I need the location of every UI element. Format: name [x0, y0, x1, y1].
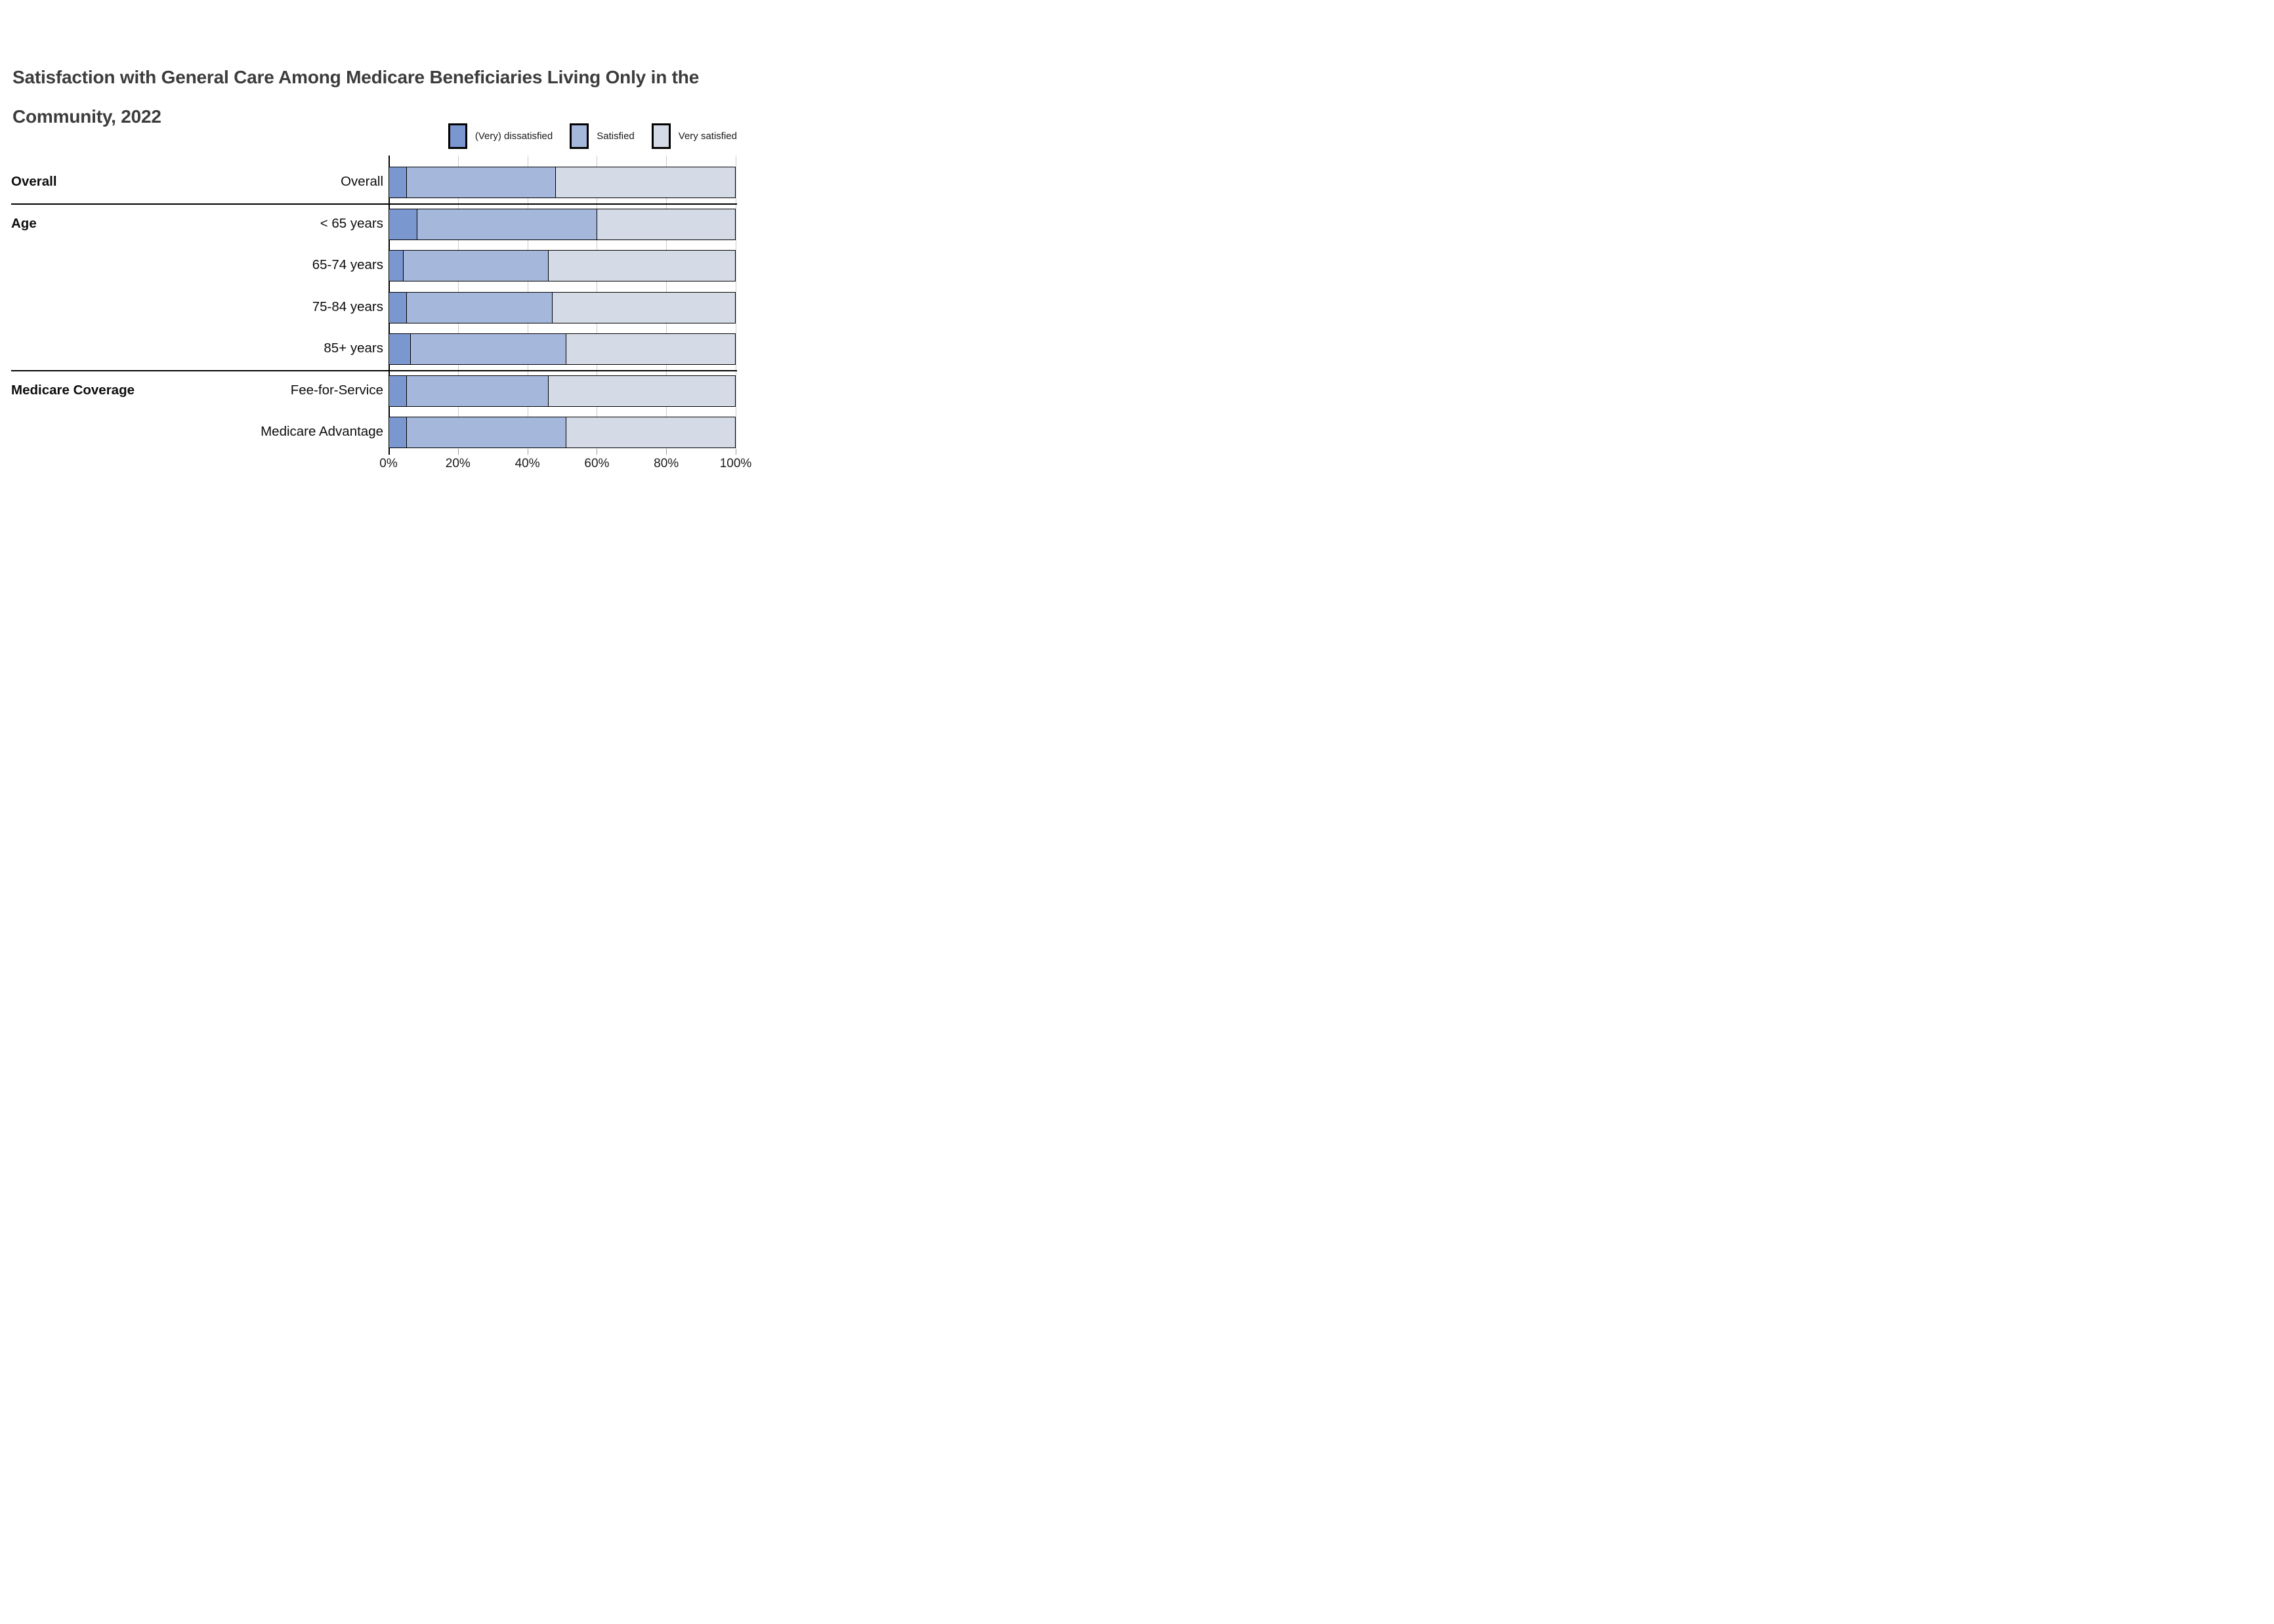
legend-swatch-icon [570, 123, 589, 149]
x-tick-label: 0% [379, 457, 398, 470]
row-label: Medicare Advantage [261, 424, 383, 439]
bar-segment-dissatisfied [389, 334, 410, 364]
x-tick-label: 40% [515, 457, 540, 470]
x-tick-label: 60% [584, 457, 610, 470]
bar-segment-dissatisfied [389, 292, 407, 323]
bar-segment-dissatisfied [389, 251, 404, 281]
bar-segment-satisfied [406, 417, 566, 448]
bar-row--65-years [389, 208, 736, 240]
legend-label: (Very) dissatisfied [474, 131, 553, 142]
bar-segment-satisfied [403, 251, 549, 281]
bar-segment-very-satisfied [555, 167, 735, 198]
chart-legend: (Very) dissatisfied Satisfied Very satisfi… [448, 123, 737, 149]
x-tick-label: 100% [719, 457, 752, 470]
row-label: 75-84 years [312, 299, 383, 314]
bar-segment-satisfied [410, 334, 566, 364]
bar-segment-satisfied [406, 375, 549, 406]
bar-row-medicare-advantage [389, 417, 736, 448]
bar-segment-dissatisfied [389, 167, 407, 198]
bar-segment-satisfied [417, 209, 597, 239]
bar-segment-dissatisfied [389, 417, 407, 448]
bar-segment-satisfied [406, 292, 552, 323]
bar-segment-dissatisfied [389, 375, 407, 406]
row-label: 65-74 years [312, 257, 383, 272]
bar-segment-very-satisfied [565, 417, 735, 448]
legend-item: Very satisfied [651, 123, 737, 149]
bar-segment-very-satisfied [597, 209, 735, 239]
row-label: 85+ years [324, 341, 383, 356]
bar-row-65-74-years [389, 250, 736, 281]
axis-tick [457, 449, 459, 455]
legend-label: Satisfied [597, 131, 635, 142]
bar-row-fee-for-service [389, 375, 736, 407]
chart-title-line-1: Satisfaction with General Care Among Med… [12, 67, 700, 87]
x-tick-label: 20% [445, 457, 471, 470]
legend-item: (Very) dissatisfied [448, 123, 553, 149]
group-label-medicare-coverage: Medicare Coverage [11, 382, 135, 398]
group-label-overall: Overall [11, 174, 57, 189]
chart-figure: Satisfaction with General Care Among Med… [0, 0, 758, 541]
group-label-age: Age [11, 215, 37, 231]
legend-swatch-icon [448, 123, 467, 149]
bar-row-85-years [389, 333, 736, 365]
bar-segment-satisfied [406, 167, 555, 198]
bar-segment-very-satisfied [551, 292, 735, 323]
legend-item: Satisfied [570, 123, 635, 149]
axis-tick [666, 449, 667, 455]
row-label: Overall [341, 174, 383, 189]
row-label: Fee-for-Service [290, 382, 383, 398]
bar-segment-very-satisfied [548, 375, 735, 406]
legend-swatch-icon [651, 123, 671, 149]
bar-segment-dissatisfied [389, 209, 417, 239]
x-tick-label: 80% [654, 457, 679, 470]
bar-row-75-84-years [389, 291, 736, 323]
legend-label: Very satisfied [678, 131, 737, 142]
chart-title: Satisfaction with General Care Among Med… [12, 58, 741, 136]
bar-segment-very-satisfied [548, 251, 735, 281]
chart-title-line-2: Community, 2022 [12, 106, 161, 127]
bar-segment-very-satisfied [565, 334, 735, 364]
group-separator-line [11, 370, 737, 371]
bar-row-overall [389, 167, 736, 198]
group-separator-line [11, 203, 737, 205]
row-label: < 65 years [320, 215, 383, 231]
